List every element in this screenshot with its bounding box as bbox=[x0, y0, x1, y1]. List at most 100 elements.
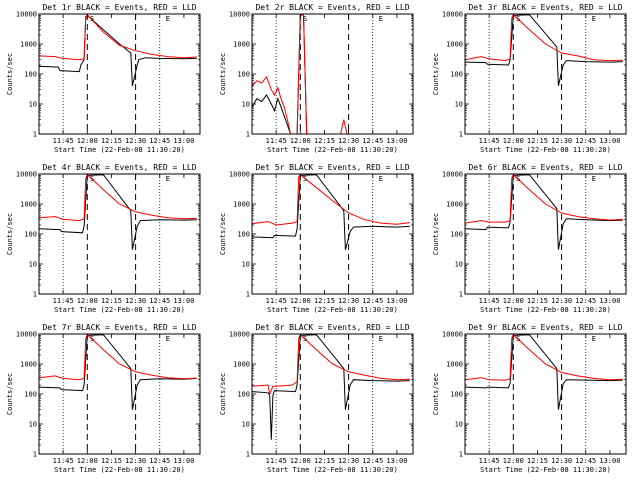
y-tick-label: 100 bbox=[237, 71, 250, 79]
y-tick-label: 10000 bbox=[229, 331, 250, 339]
x-tick-label: 12:00 bbox=[77, 457, 98, 465]
x-tick-label: 12:00 bbox=[503, 457, 524, 465]
y-tick-label: 1 bbox=[33, 291, 37, 299]
y-tick-label: 1000 bbox=[446, 361, 463, 369]
series-lld-line bbox=[252, 14, 348, 134]
y-axis-label: Counts/sec bbox=[6, 53, 14, 95]
x-tick-label: 12:45 bbox=[575, 297, 596, 305]
detector-plot: Det 9r BLACK = Events, RED = LLD S E 1 10 100… bbox=[432, 323, 627, 474]
y-tick-label: 10000 bbox=[16, 171, 37, 179]
x-tick-label: 13:00 bbox=[173, 297, 194, 305]
x-tick-label: 12:15 bbox=[101, 297, 122, 305]
x-tick-label: 12:00 bbox=[77, 137, 98, 145]
y-axis-label: Counts/sec bbox=[6, 213, 14, 255]
x-axis-label: Start Time (22-Feb-08 11:30:20) bbox=[480, 306, 611, 314]
y-tick-label: 10 bbox=[242, 261, 250, 269]
x-tick-label: 13:00 bbox=[386, 297, 407, 305]
x-tick-label: 11:45 bbox=[266, 457, 287, 465]
y-tick-label: 10000 bbox=[442, 331, 463, 339]
marker-label: S bbox=[516, 335, 520, 343]
x-tick-label: 12:00 bbox=[290, 457, 311, 465]
x-tick-label: 12:00 bbox=[77, 297, 98, 305]
y-tick-label: 1000 bbox=[20, 361, 37, 369]
series-lld-line bbox=[39, 14, 197, 61]
x-tick-label: 13:00 bbox=[599, 297, 620, 305]
x-tick-label: 12:00 bbox=[503, 137, 524, 145]
y-tick-label: 10 bbox=[242, 101, 250, 109]
x-axis-label: Start Time (22-Feb-08 11:30:20) bbox=[480, 146, 611, 154]
y-tick-label: 10000 bbox=[229, 11, 250, 19]
marker-label: E bbox=[379, 175, 383, 183]
y-tick-label: 100 bbox=[237, 231, 250, 239]
plot-title: Det 1r BLACK = Events, RED = LLD bbox=[42, 3, 196, 12]
x-tick-label: 12:30 bbox=[551, 457, 572, 465]
y-tick-label: 1 bbox=[33, 451, 37, 459]
x-tick-label: 11:45 bbox=[53, 137, 74, 145]
plot-title: Det 8r BLACK = Events, RED = LLD bbox=[255, 323, 409, 332]
y-axis-label: Counts/sec bbox=[432, 373, 440, 415]
detector-plot: Det 4r BLACK = Events, RED = LLD S E 1 10 100… bbox=[6, 163, 201, 314]
x-tick-label: 12:30 bbox=[125, 137, 146, 145]
plot-title: Det 5r BLACK = Events, RED = LLD bbox=[255, 163, 409, 172]
x-tick-label: 12:15 bbox=[314, 137, 335, 145]
y-tick-label: 1 bbox=[246, 451, 250, 459]
series-events-line bbox=[39, 174, 197, 250]
series-lld-line bbox=[39, 174, 197, 222]
y-tick-label: 1000 bbox=[233, 361, 250, 369]
x-tick-label: 13:00 bbox=[173, 137, 194, 145]
series-lld-line bbox=[39, 334, 197, 381]
x-axis-label: Start Time (22-Feb-08 11:30:20) bbox=[267, 466, 398, 474]
detector-plot: Det 8r BLACK = Events, RED = LLD S E 1 10 100… bbox=[219, 323, 414, 474]
marker-label: S bbox=[90, 15, 94, 23]
y-tick-label: 10 bbox=[455, 421, 463, 429]
x-axis-label: Start Time (22-Feb-08 11:30:20) bbox=[267, 146, 398, 154]
y-tick-label: 1000 bbox=[20, 41, 37, 49]
y-tick-label: 10000 bbox=[16, 331, 37, 339]
detector-plot: Det 5r BLACK = Events, RED = LLD S E 1 10 100… bbox=[219, 163, 414, 314]
x-tick-label: 12:45 bbox=[575, 137, 596, 145]
y-tick-label: 1 bbox=[459, 291, 463, 299]
marker-label: E bbox=[592, 15, 596, 23]
y-axis-label: Counts/sec bbox=[432, 53, 440, 95]
y-axis-label: Counts/sec bbox=[219, 373, 227, 415]
y-tick-label: 100 bbox=[24, 71, 37, 79]
detector-plot: Det 3r BLACK = Events, RED = LLD S E 1 10 100… bbox=[432, 3, 627, 154]
plot-title: Det 2r BLACK = Events, RED = LLD bbox=[255, 3, 409, 12]
x-tick-label: 12:45 bbox=[362, 297, 383, 305]
marker-label: E bbox=[379, 15, 383, 23]
y-tick-label: 10 bbox=[29, 101, 37, 109]
y-tick-label: 1000 bbox=[233, 201, 250, 209]
series-events-line bbox=[465, 14, 623, 87]
x-tick-label: 12:45 bbox=[362, 457, 383, 465]
x-tick-label: 13:00 bbox=[599, 457, 620, 465]
x-tick-label: 12:30 bbox=[551, 137, 572, 145]
marker-label: S bbox=[303, 15, 307, 23]
x-tick-label: 12:15 bbox=[527, 297, 548, 305]
x-tick-label: 11:45 bbox=[479, 457, 500, 465]
series-lld-line bbox=[252, 174, 410, 226]
marker-label: S bbox=[516, 15, 520, 23]
y-tick-label: 1 bbox=[33, 131, 37, 139]
y-axis-label: Counts/sec bbox=[219, 213, 227, 255]
x-tick-label: 12:45 bbox=[149, 297, 170, 305]
x-tick-label: 12:15 bbox=[314, 457, 335, 465]
marker-label: S bbox=[303, 175, 307, 183]
x-tick-label: 12:30 bbox=[338, 457, 359, 465]
x-tick-label: 11:45 bbox=[266, 137, 287, 145]
marker-label: E bbox=[166, 15, 170, 23]
x-tick-label: 12:00 bbox=[503, 297, 524, 305]
y-tick-label: 1 bbox=[459, 451, 463, 459]
detector-plot: Det 1r BLACK = Events, RED = LLD S E 1 10 100… bbox=[6, 3, 201, 154]
series-lld-line bbox=[465, 174, 623, 224]
y-tick-label: 10 bbox=[242, 421, 250, 429]
y-tick-label: 10000 bbox=[442, 11, 463, 19]
series-events-line bbox=[252, 334, 410, 440]
series-events-line bbox=[252, 174, 410, 250]
y-axis-label: Counts/sec bbox=[219, 53, 227, 95]
marker-label: E bbox=[592, 335, 596, 343]
series-events-line bbox=[39, 334, 197, 410]
x-tick-label: 11:45 bbox=[53, 297, 74, 305]
y-tick-label: 10000 bbox=[229, 171, 250, 179]
plot-title: Det 4r BLACK = Events, RED = LLD bbox=[42, 163, 196, 172]
marker-label: S bbox=[90, 175, 94, 183]
